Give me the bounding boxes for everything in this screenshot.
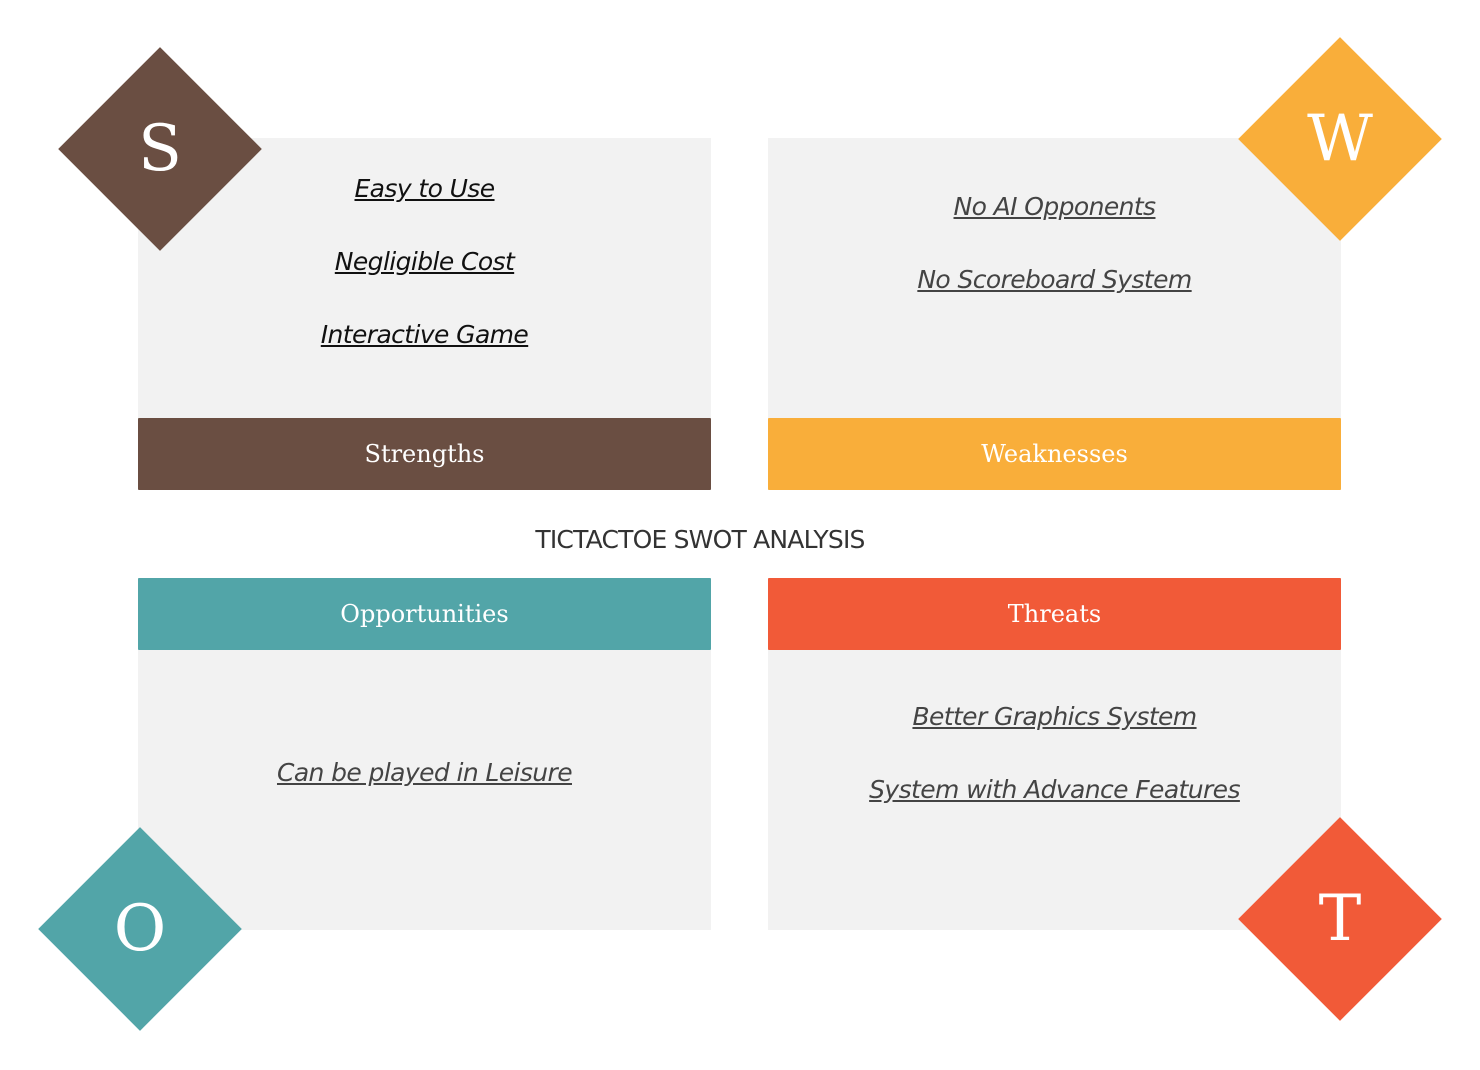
threats-label-bar: Threats — [768, 578, 1341, 650]
opportunities-card: Opportunities Can be played in Leisure — [138, 578, 711, 930]
strengths-label-bar: Strengths — [138, 418, 711, 490]
strengths-item[interactable]: Easy to Use — [354, 174, 495, 203]
opportunities-label: Opportunities — [340, 600, 509, 628]
strengths-item-list: Easy to Use Negligible Cost Interactive … — [138, 152, 711, 371]
opportunities-label-bar: Opportunities — [138, 578, 711, 650]
weaknesses-card: No AI Opponents No Scoreboard System Wea… — [768, 138, 1341, 490]
opportunities-item[interactable]: Can be played in Leisure — [276, 758, 573, 787]
weaknesses-label: Weaknesses — [981, 440, 1128, 468]
strengths-letter: S — [138, 112, 182, 186]
weaknesses-item-list: No AI Opponents No Scoreboard System — [768, 170, 1341, 316]
threats-letter: T — [1318, 882, 1362, 956]
opportunities-letter: O — [113, 892, 167, 966]
strengths-label: Strengths — [364, 440, 485, 468]
weaknesses-letter: W — [1307, 102, 1373, 176]
strengths-card: Easy to Use Negligible Cost Interactive … — [138, 138, 711, 490]
threats-label: Threats — [1007, 600, 1102, 628]
threats-item-list: Better Graphics System System with Advan… — [768, 680, 1341, 826]
weaknesses-label-bar: Weaknesses — [768, 418, 1341, 490]
weaknesses-item[interactable]: No Scoreboard System — [917, 265, 1192, 294]
opportunities-item-list: Can be played in Leisure — [138, 736, 711, 809]
strengths-item[interactable]: Negligible Cost — [334, 247, 515, 276]
threats-card: Threats Better Graphics System System wi… — [768, 578, 1341, 930]
threats-item[interactable]: System with Advance Features — [869, 775, 1240, 804]
weaknesses-item[interactable]: No AI Opponents — [953, 192, 1157, 221]
threats-item[interactable]: Better Graphics System — [912, 702, 1197, 731]
strengths-item[interactable]: Interactive Game — [320, 320, 529, 349]
diagram-title: TICTACTOE SWOT ANALYSIS — [535, 525, 865, 554]
